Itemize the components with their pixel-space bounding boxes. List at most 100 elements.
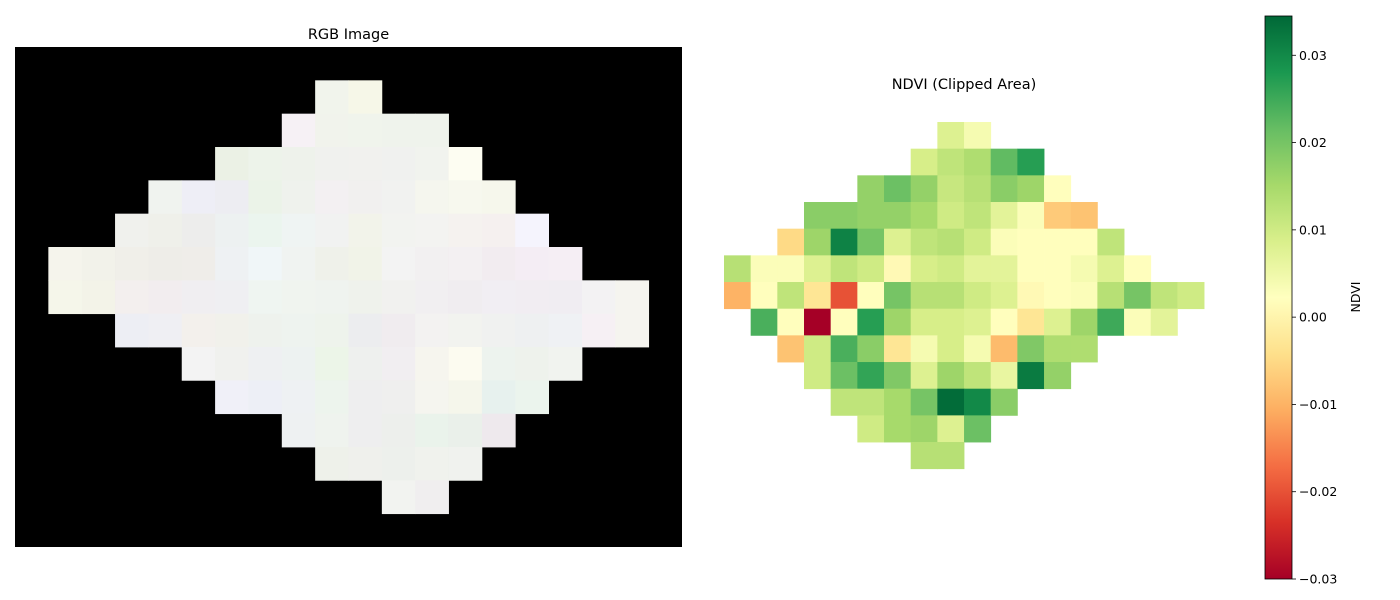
rgb-pixel bbox=[548, 313, 583, 348]
ndvi-cell bbox=[937, 255, 965, 283]
ndvi-cell bbox=[884, 202, 912, 230]
rgb-pixel bbox=[415, 280, 449, 315]
ndvi-cell bbox=[937, 122, 965, 150]
ndvi-cell bbox=[990, 362, 1018, 390]
rgb-pixel bbox=[415, 147, 449, 181]
rgb-pixel bbox=[381, 213, 416, 248]
rgb-pixel bbox=[248, 213, 283, 248]
rgb-pixel bbox=[115, 280, 149, 315]
ndvi-cell bbox=[937, 362, 965, 390]
rgb-pixel bbox=[115, 247, 149, 281]
colorbar-label: NDVI bbox=[1348, 282, 1363, 313]
rgb-pixel bbox=[415, 180, 449, 215]
rgb-pixel bbox=[381, 147, 416, 181]
rgb-pixel bbox=[248, 247, 283, 281]
colorbar-tick-label: 0.00 bbox=[1299, 310, 1327, 325]
ndvi-cell bbox=[1097, 255, 1125, 283]
ndvi-cell bbox=[857, 388, 885, 416]
ndvi-cell bbox=[884, 175, 912, 203]
rgb-pixel bbox=[415, 313, 449, 348]
ndvi-cell bbox=[964, 122, 992, 150]
rgb-pixel bbox=[381, 413, 416, 448]
ndvi-cell bbox=[777, 282, 805, 310]
rgb-pixel bbox=[148, 280, 183, 315]
rgb-pixel bbox=[348, 213, 383, 248]
ndvi-cell bbox=[1097, 282, 1125, 310]
rgb-pixel bbox=[481, 247, 516, 281]
ndvi-cell bbox=[1070, 335, 1098, 363]
rgb-pixel bbox=[615, 313, 650, 348]
ndvi-cell bbox=[724, 282, 752, 310]
colorbar-tick-label: 0.03 bbox=[1299, 48, 1327, 63]
ndvi-cell bbox=[804, 335, 832, 363]
rgb-pixel bbox=[315, 247, 349, 281]
rgb-pixel bbox=[248, 313, 283, 348]
ndvi-cell bbox=[964, 148, 992, 176]
rgb-pixel bbox=[381, 480, 416, 515]
rgb-pixel bbox=[348, 380, 383, 415]
ndvi-cell bbox=[937, 282, 965, 310]
ndvi-cell bbox=[830, 362, 858, 390]
ndvi-cell bbox=[937, 388, 965, 416]
ndvi-cell bbox=[910, 388, 938, 416]
rgb-pixel bbox=[315, 213, 349, 248]
ndvi-cell bbox=[857, 228, 885, 256]
ndvi-cell bbox=[830, 308, 858, 336]
rgb-pixel bbox=[215, 180, 249, 215]
rgb-pixel bbox=[315, 413, 349, 448]
ndvi-cell bbox=[964, 282, 992, 310]
ndvi-cell bbox=[1017, 175, 1045, 203]
colorbar-tick-label: 0.01 bbox=[1299, 222, 1327, 237]
ndvi-cell bbox=[1017, 362, 1045, 390]
ndvi-cell bbox=[937, 148, 965, 176]
ndvi-cell bbox=[804, 255, 832, 283]
ndvi-cell bbox=[910, 148, 938, 176]
rgb-pixel bbox=[315, 380, 349, 415]
rgb-pixel bbox=[515, 280, 549, 315]
rgb-pixel bbox=[548, 280, 583, 315]
ndvi-cell bbox=[964, 202, 992, 230]
colorbar-tick-label: −0.01 bbox=[1299, 397, 1337, 412]
ndvi-title: NDVI (Clipped Area) bbox=[892, 77, 1037, 93]
ndvi-cell bbox=[910, 308, 938, 336]
colorbar-gradient bbox=[1264, 15, 1293, 580]
rgb-pixel bbox=[181, 347, 216, 381]
rgb-pixel bbox=[448, 380, 483, 415]
rgb-pixel bbox=[315, 313, 349, 348]
ndvi-cell bbox=[830, 255, 858, 283]
ndvi-cell bbox=[884, 362, 912, 390]
ndvi-cell bbox=[857, 335, 885, 363]
rgb-pixel bbox=[481, 213, 516, 248]
rgb-pixel bbox=[215, 313, 249, 348]
rgb-pixel bbox=[148, 247, 183, 281]
ndvi-cell bbox=[857, 415, 885, 443]
rgb-image bbox=[15, 47, 682, 547]
colorbar-tick-label: −0.02 bbox=[1299, 484, 1337, 499]
ndvi-cell bbox=[750, 282, 778, 310]
rgb-pixel bbox=[315, 347, 349, 381]
rgb-pixel bbox=[481, 180, 516, 215]
ndvi-cell bbox=[1017, 148, 1045, 176]
rgb-pixel bbox=[448, 447, 483, 481]
rgb-pixel bbox=[181, 180, 216, 215]
rgb-pixel bbox=[548, 247, 583, 281]
rgb-pixel bbox=[48, 280, 83, 315]
rgb-pixel bbox=[115, 313, 149, 348]
rgb-pixel bbox=[248, 147, 283, 181]
rgb-pixel bbox=[415, 247, 449, 281]
rgb-pixel bbox=[481, 313, 516, 348]
rgb-pixel bbox=[81, 247, 116, 281]
ndvi-cell bbox=[857, 202, 885, 230]
rgb-pixel bbox=[81, 280, 116, 315]
ndvi-cell bbox=[937, 442, 965, 470]
ndvi-cell bbox=[857, 362, 885, 390]
ndvi-cell bbox=[1044, 175, 1072, 203]
ndvi-cell bbox=[1044, 308, 1072, 336]
ndvi-cell bbox=[964, 255, 992, 283]
ndvi-cell bbox=[1017, 282, 1045, 310]
ndvi-cell bbox=[937, 202, 965, 230]
ndvi-cell bbox=[1097, 228, 1125, 256]
ndvi-cell bbox=[964, 362, 992, 390]
rgb-pixel bbox=[381, 180, 416, 215]
